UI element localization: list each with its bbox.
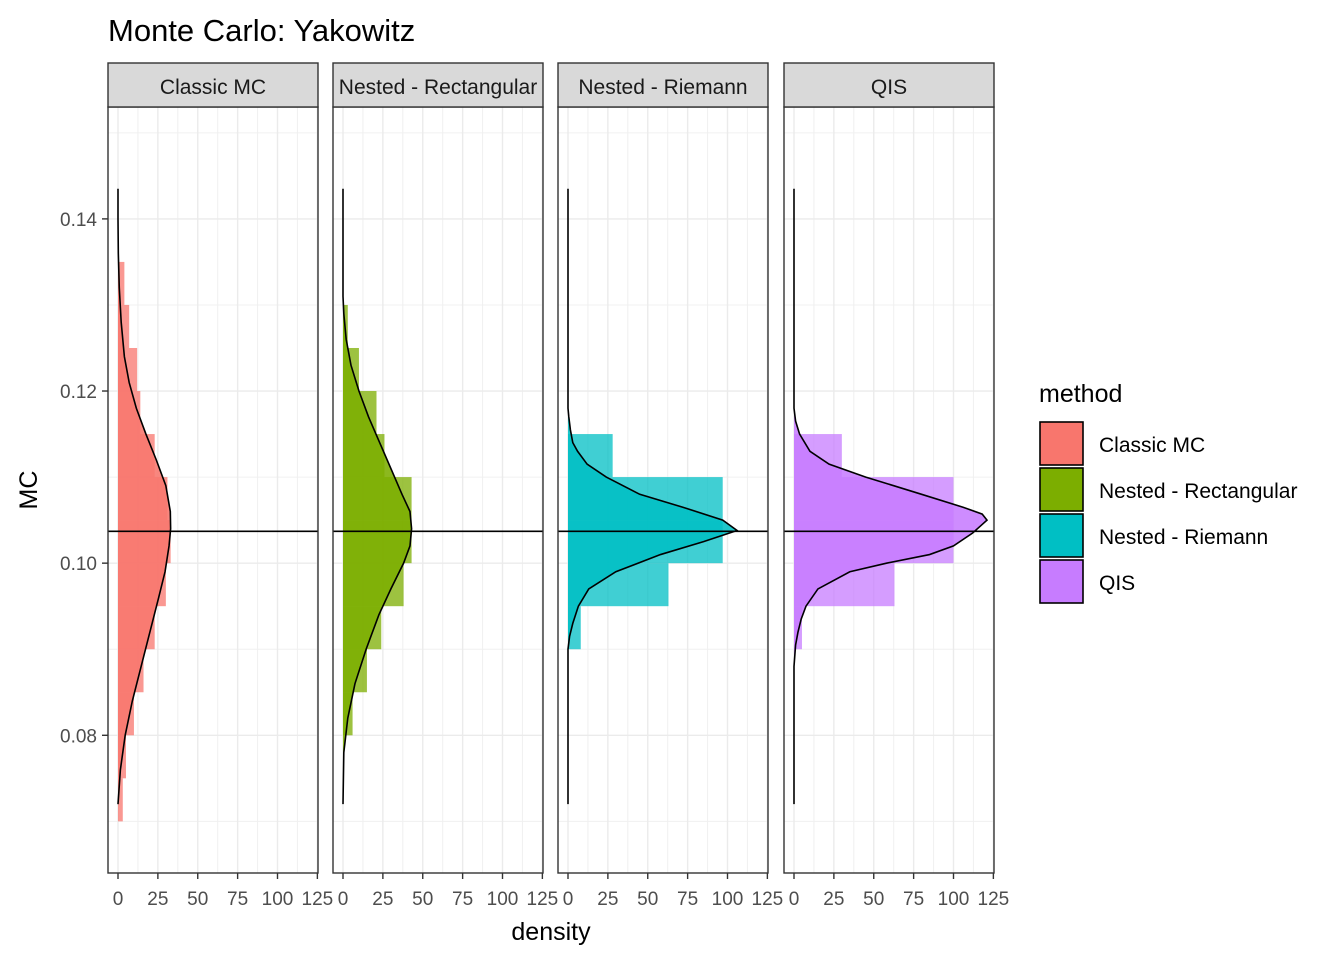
histogram-bar: [118, 304, 130, 348]
x-tick-label: 0: [563, 889, 574, 910]
x-tick-label: 50: [637, 889, 658, 910]
facet-nested-riemann: Nested - Riemann 0 25 50 75 100 125: [557, 62, 784, 910]
x-tick-label: 25: [147, 889, 168, 910]
facet-strip-label: QIS: [871, 76, 907, 99]
density-line: [342, 188, 413, 805]
density-area: [794, 188, 987, 805]
density-line: [567, 188, 739, 805]
legend-key: [1039, 467, 1084, 512]
legend-key: [1039, 421, 1084, 466]
facet-strip: [332, 62, 544, 108]
x-tick-label: 100: [712, 889, 744, 910]
y-tick-label: 0.14: [60, 210, 97, 231]
histogram-bar: [118, 261, 125, 305]
x-tick-label: 0: [113, 889, 124, 910]
histogram-bar: [118, 778, 123, 822]
legend-label: Nested - Riemann: [1099, 526, 1268, 549]
density-area: [343, 188, 412, 805]
x-tick-label: 50: [863, 889, 884, 910]
legend-key: [1039, 513, 1084, 558]
density-line: [793, 188, 989, 805]
x-tick-label: 125: [302, 889, 334, 910]
x-tick-label: 25: [372, 889, 393, 910]
x-tick-label: 75: [677, 889, 698, 910]
x-tick-label: 75: [227, 889, 248, 910]
legend-item-nested-rectangular: Nested - Rectangular: [1039, 467, 1297, 512]
y-tick-label: 0.10: [60, 554, 97, 575]
facet-nested-rectangular: Nested - Rectangular 0 25 50 75 100 125: [332, 62, 559, 910]
legend-item-qis: QIS: [1039, 559, 1135, 604]
legend-item-classic-mc: Classic MC: [1039, 421, 1205, 466]
facet-strip: [557, 62, 769, 108]
x-tick-label: 75: [452, 889, 473, 910]
facet-strip-label: Nested - Riemann: [578, 76, 747, 99]
legend: method Classic MC Nested - Rectangular Nes…: [1039, 380, 1297, 604]
chart-title: Monte Carlo: Yakowitz: [108, 13, 415, 48]
facet-strip-label: Nested - Rectangular: [339, 76, 537, 99]
x-tick-label: 25: [597, 889, 618, 910]
x-tick-label: 75: [903, 889, 924, 910]
legend-label: Nested - Rectangular: [1099, 480, 1297, 503]
x-tick-label: 100: [262, 889, 294, 910]
facet-strip: [783, 62, 995, 108]
legend-title: method: [1039, 380, 1122, 408]
density-area: [118, 188, 171, 805]
x-tick-label: 50: [187, 889, 208, 910]
y-tick-label: 0.08: [60, 726, 97, 747]
x-tick-label: 125: [752, 889, 784, 910]
legend-key: [1039, 559, 1084, 604]
x-tick-label: 25: [823, 889, 844, 910]
y-axis: 0.08 0.10 0.12 0.14: [60, 210, 108, 747]
x-tick-label: 50: [412, 889, 433, 910]
x-tick-label: 125: [527, 889, 559, 910]
facet-strip-label: Classic MC: [160, 76, 266, 99]
x-tick-label: 100: [487, 889, 519, 910]
density-area: [568, 188, 738, 805]
y-tick-label: 0.12: [60, 382, 97, 403]
density-line: [117, 188, 172, 805]
x-tick-label: 125: [978, 889, 1010, 910]
x-axis-title: density: [511, 918, 591, 946]
legend-label: QIS: [1099, 572, 1135, 595]
facet-strip: [107, 62, 319, 108]
x-tick-label: 0: [338, 889, 349, 910]
x-tick-label: 0: [789, 889, 800, 910]
x-tick-label: 100: [938, 889, 970, 910]
legend-label: Classic MC: [1099, 434, 1205, 457]
y-axis-title: MC: [15, 471, 43, 510]
facet-classic-mc: Classic MC 0 25 50 75 100 125: [107, 62, 334, 910]
legend-item-nested-riemann: Nested - Riemann: [1039, 513, 1268, 558]
facet-qis: QIS 0 25 50 75 100 125: [783, 62, 1010, 910]
